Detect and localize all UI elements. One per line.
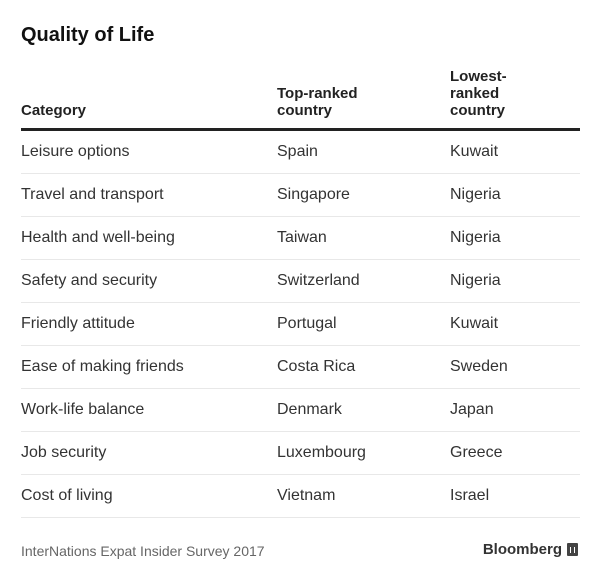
brand-text: Bloomberg (482, 541, 562, 558)
lowest-ranked-cell: Nigeria (450, 186, 501, 203)
bloomberg-logo: Bloomberg (483, 541, 578, 558)
chart-title: Quality of Life (21, 24, 155, 46)
category-cell: Travel and transport (21, 186, 164, 203)
table-row: Travel and transport Singapore Nigeria (21, 174, 580, 217)
category-cell: Health and well-being (21, 229, 175, 246)
top-ranked-cell: Singapore (277, 186, 350, 203)
table-header: Category Top-ranked country Lowest-ranked… (21, 60, 580, 131)
top-ranked-cell: Vietnam (277, 487, 336, 504)
header-category: Category (21, 102, 86, 119)
header-line: Top-ranked (277, 85, 358, 102)
lowest-ranked-cell: Nigeria (450, 229, 501, 246)
top-ranked-cell: Costa Rica (277, 358, 356, 375)
quality-of-life-table: Category Top-ranked country Lowest-ranked… (21, 60, 580, 518)
category-cell: Job security (21, 444, 107, 461)
top-ranked-cell: Portugal (277, 315, 337, 332)
lowest-ranked-cell: Israel (450, 487, 490, 504)
table-row: Safety and security Switzerland Nigeria (21, 260, 580, 303)
lowest-ranked-cell: Sweden (450, 358, 508, 375)
top-ranked-cell: Switzerland (277, 272, 360, 289)
header-line: Lowest- (450, 68, 507, 85)
header-line: ranked (450, 85, 500, 102)
top-ranked-cell: Taiwan (277, 229, 327, 246)
header-line: Category (21, 102, 87, 119)
bloomberg-chart-icon (567, 543, 578, 556)
lowest-ranked-cell: Greece (450, 444, 503, 461)
category-cell: Safety and security (21, 272, 158, 289)
top-ranked-cell: Spain (277, 143, 318, 160)
table-row: Leisure options Spain Kuwait (21, 131, 580, 174)
table-row: Cost of living Vietnam Israel (21, 475, 580, 518)
lowest-ranked-cell: Japan (450, 401, 494, 418)
header-line: country (450, 102, 506, 119)
source-note: InterNations Expat Insider Survey 2017 (21, 543, 265, 559)
top-ranked-cell: Denmark (277, 401, 342, 418)
table-row: Health and well-being Taiwan Nigeria (21, 217, 580, 260)
category-cell: Leisure options (21, 143, 130, 160)
category-cell: Ease of making friends (21, 358, 184, 375)
category-cell: Work-life balance (21, 401, 145, 418)
table-row: Job security Luxembourg Greece (21, 432, 580, 475)
header-top-ranked: Top-ranked country (277, 85, 358, 119)
header-line: country (277, 102, 333, 119)
category-cell: Cost of living (21, 487, 113, 504)
lowest-ranked-cell: Kuwait (450, 315, 499, 332)
top-ranked-cell: Luxembourg (277, 444, 366, 461)
table-row: Ease of making friends Costa Rica Sweden (21, 346, 580, 389)
header-lowest-ranked: Lowest-ranked country (450, 68, 507, 119)
category-cell: Friendly attitude (21, 315, 135, 332)
table-row: Friendly attitude Portugal Kuwait (21, 303, 580, 346)
table-row: Work-life balance Denmark Japan (21, 389, 580, 432)
lowest-ranked-cell: Kuwait (450, 143, 499, 160)
lowest-ranked-cell: Nigeria (450, 272, 501, 289)
